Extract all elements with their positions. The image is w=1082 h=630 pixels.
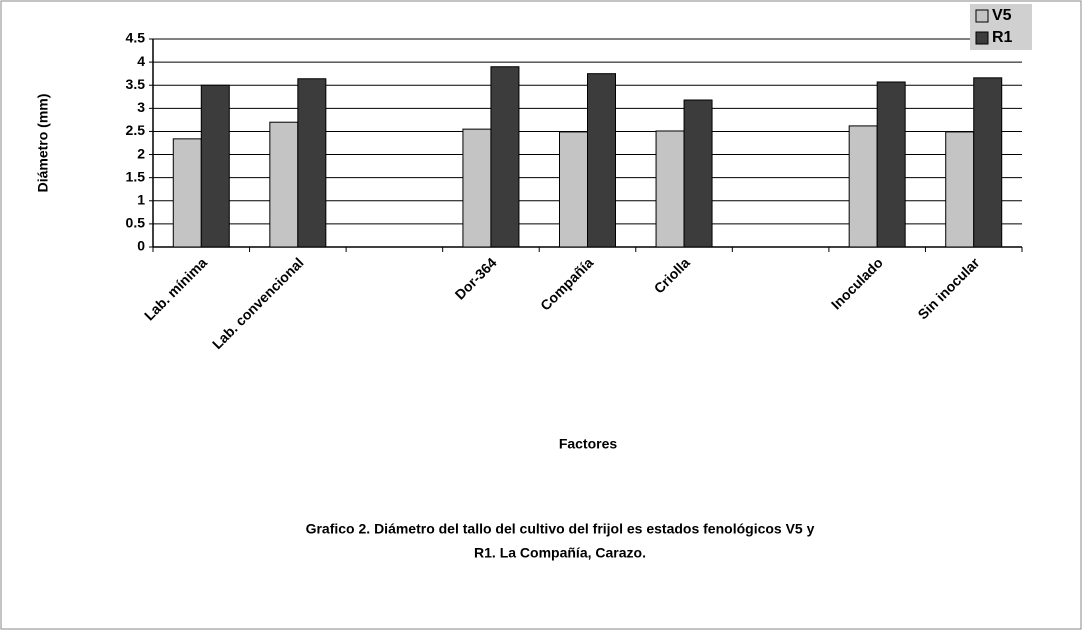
bar (945, 131, 975, 248)
y-tick-label: 4.5 (126, 30, 146, 46)
y-tick-label: 0 (137, 238, 145, 254)
legend-swatch (975, 31, 989, 45)
bar (587, 73, 616, 248)
legend-swatch (975, 9, 989, 23)
bar (973, 77, 1003, 248)
legend-label: R1 (992, 29, 1013, 46)
y-tick-label: 3 (137, 99, 145, 115)
bar (559, 131, 588, 248)
bar (269, 121, 299, 248)
y-tick-label: 4 (137, 53, 145, 69)
bar (172, 138, 202, 248)
y-tick-label: 2.5 (126, 122, 146, 138)
y-tick-label: 3.5 (126, 76, 146, 92)
y-tick-label: 1 (137, 191, 145, 207)
bar (490, 66, 520, 248)
y-tick-label: 1.5 (126, 168, 146, 184)
bar (683, 99, 713, 248)
bar (462, 128, 492, 248)
legend-label: V5 (992, 7, 1012, 24)
y-axis-label: Diámetro (mm) (35, 94, 51, 193)
y-tick-label: 0.5 (126, 215, 146, 231)
bar (848, 125, 878, 248)
bar (876, 81, 906, 248)
caption-line: Grafico 2. Diámetro del tallo del cultiv… (306, 521, 815, 537)
x-axis-label: Factores (559, 436, 618, 452)
y-tick-label: 2 (137, 145, 145, 161)
bar (200, 84, 230, 248)
bar (297, 78, 327, 248)
bar (655, 130, 685, 248)
caption-line: R1. La Compañía, Carazo. (474, 545, 646, 561)
